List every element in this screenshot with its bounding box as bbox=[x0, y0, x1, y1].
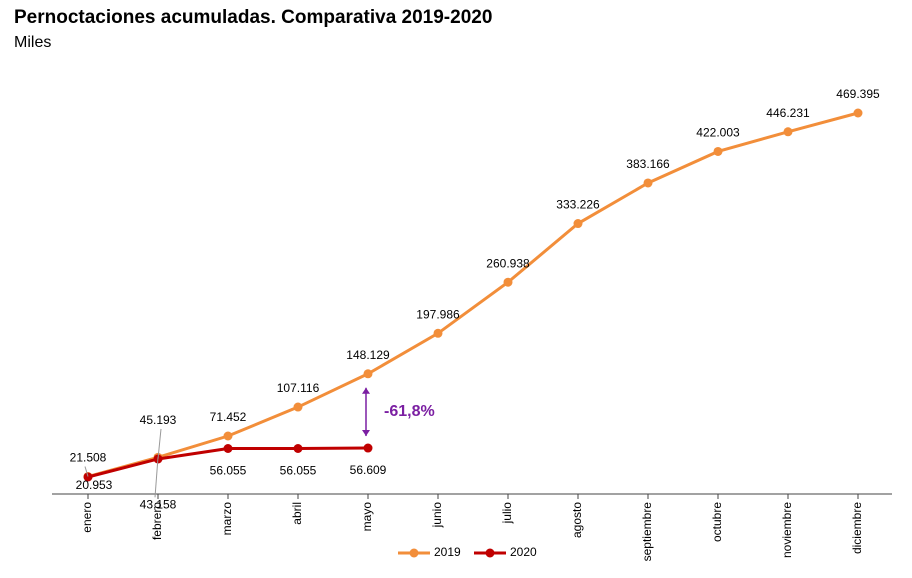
point bbox=[713, 146, 723, 156]
x-tick-label: agosto bbox=[570, 502, 584, 538]
arrow-head bbox=[362, 387, 370, 394]
x-tick-label: noviembre bbox=[780, 502, 794, 558]
chart-subtitle: Miles bbox=[14, 34, 51, 51]
x-tick-label: junio bbox=[430, 502, 444, 529]
data-label: 469.395 bbox=[836, 87, 880, 101]
data-label: 197.986 bbox=[416, 307, 460, 321]
legend-label: 2020 bbox=[510, 545, 537, 559]
leader-line bbox=[84, 466, 89, 477]
data-label: 107.116 bbox=[277, 381, 320, 395]
point bbox=[783, 127, 793, 137]
series-line bbox=[87, 111, 859, 478]
point bbox=[223, 444, 233, 454]
point bbox=[293, 402, 303, 412]
x-tick-label: octubre bbox=[710, 502, 724, 542]
point bbox=[573, 219, 583, 229]
data-label: 383.166 bbox=[626, 157, 670, 171]
data-label: 260.938 bbox=[486, 256, 530, 270]
point bbox=[503, 277, 513, 287]
point bbox=[853, 108, 863, 118]
x-tick-label: diciembre bbox=[850, 502, 864, 554]
point bbox=[293, 444, 303, 454]
data-label: 71.452 bbox=[210, 410, 247, 424]
data-label: 148.129 bbox=[346, 348, 390, 362]
point bbox=[363, 443, 373, 453]
data-label: 56.055 bbox=[210, 464, 247, 478]
x-tick-label: mayo bbox=[360, 502, 374, 532]
chart-title: Pernoctaciones acumuladas. Comparativa 2… bbox=[14, 7, 492, 28]
leader-line bbox=[154, 457, 159, 498]
point bbox=[363, 369, 373, 379]
legend-marker bbox=[409, 548, 419, 558]
arrow-head bbox=[362, 430, 370, 437]
annotation: -61,8% bbox=[384, 403, 435, 420]
data-label: 56.609 bbox=[350, 463, 387, 477]
data-label: 43.158 bbox=[140, 497, 177, 511]
point bbox=[223, 431, 233, 441]
data-label: 56.055 bbox=[280, 464, 317, 478]
legend-label: 2019 bbox=[434, 545, 461, 559]
data-label: 21.508 bbox=[70, 451, 107, 465]
point bbox=[83, 472, 93, 482]
x-tick-label: julio bbox=[500, 502, 514, 525]
data-label: 20.953 bbox=[76, 478, 113, 492]
data-label: 333.226 bbox=[556, 198, 600, 212]
data-label: 45.193 bbox=[140, 413, 177, 427]
data-label: 446.231 bbox=[766, 106, 810, 120]
x-tick-label: marzo bbox=[220, 502, 234, 536]
x-tick-label: septiembre bbox=[640, 502, 654, 562]
legend-marker bbox=[485, 548, 495, 558]
point bbox=[643, 178, 653, 188]
x-tick-label: enero bbox=[80, 502, 94, 533]
x-tick-label: abril bbox=[290, 502, 304, 525]
point bbox=[433, 328, 443, 338]
x-tick-label: febrero bbox=[150, 502, 164, 540]
leader-line bbox=[157, 428, 162, 460]
data-label: 422.003 bbox=[696, 126, 740, 140]
